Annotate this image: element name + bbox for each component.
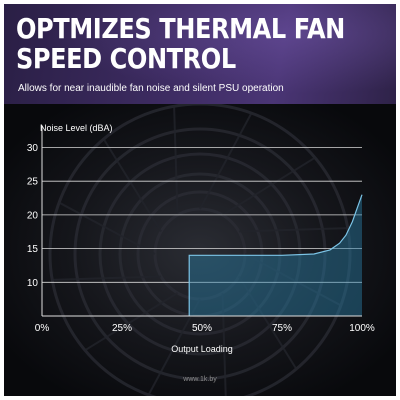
grid-lines: 10 15 20 25 30	[27, 143, 362, 289]
fan-blade	[221, 292, 227, 396]
x-axis-label: Output Loading	[171, 344, 233, 354]
y-tick-label: 15	[27, 244, 39, 255]
y-tick-label: 30	[27, 143, 39, 154]
y-axis-label: Noise Level (dBA)	[40, 123, 113, 133]
fan-blade	[84, 292, 179, 352]
axes: 0% 25% 50% 75% 100%	[35, 126, 375, 334]
x-tick-label: 50%	[192, 323, 212, 334]
fan-ring	[118, 172, 282, 336]
fan-blade	[52, 275, 162, 281]
noise-chart: 10 15 20 25 30 0% 25% 50% 75% 100% Noise Level (…	[4, 104, 396, 396]
title-line-1: OPTMIZES THERMAL FAN	[16, 12, 345, 45]
y-tick-label: 20	[27, 210, 39, 221]
fan-blade	[238, 227, 348, 233]
fan-blade	[238, 275, 298, 370]
x-tick-label: 75%	[272, 323, 292, 334]
fan-blade	[244, 253, 342, 307]
fan-blade	[221, 156, 316, 216]
watermark: www.1k.by	[183, 376, 217, 383]
page-title: OPTMIZES THERMAL FAN SPEED CONTROL	[16, 14, 345, 74]
y-tick-label: 25	[27, 177, 39, 188]
fan-blade	[147, 298, 201, 396]
x-tick-label: 0%	[35, 323, 50, 334]
infographic-frame: OPTMIZES THERMAL FAN SPEED CONTROL Allow…	[4, 4, 396, 396]
fan-ring	[73, 127, 327, 381]
chart-area: 10 15 20 25 30 0% 25% 50% 75% 100% Noise Level (…	[4, 104, 396, 396]
series-line	[188, 194, 363, 316]
header-banner: OPTMIZES THERMAL FAN SPEED CONTROL Allow…	[4, 4, 396, 104]
fan-blade	[173, 106, 179, 216]
fan-ring	[48, 104, 352, 396]
fan-blade	[58, 201, 156, 255]
fan-blade	[102, 138, 162, 233]
subtitle: Allows for near inaudible fan noise and …	[18, 83, 284, 94]
y-tick-label: 10	[27, 278, 39, 289]
x-tick-label: 100%	[349, 323, 375, 334]
fan-blade	[199, 112, 253, 210]
title-line-2: SPEED CONTROL	[16, 42, 236, 75]
series-layer	[188, 194, 363, 316]
x-tick-label: 25%	[112, 323, 132, 334]
